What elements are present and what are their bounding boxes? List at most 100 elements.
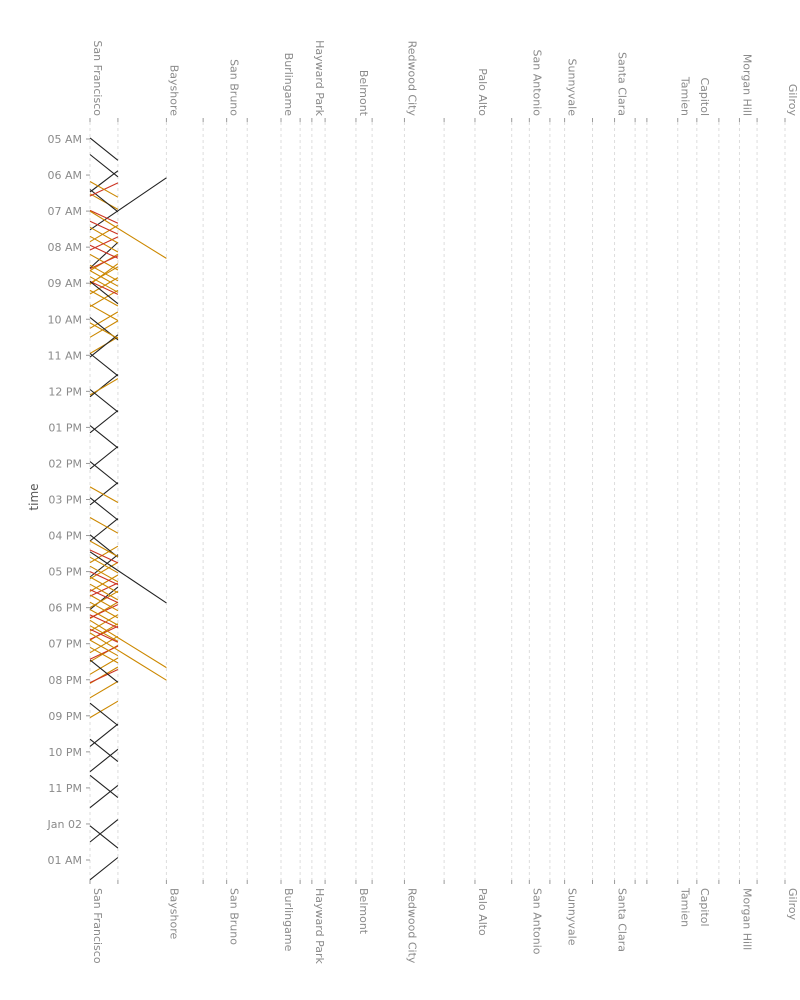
station-label-bottom: Burlingame xyxy=(282,888,295,952)
train-line-limited xyxy=(89,583,119,601)
train-line-bullet xyxy=(89,209,119,224)
train-line-local xyxy=(89,857,119,881)
train-line-limited xyxy=(89,181,119,198)
station-label-bottom: Sunnyvale xyxy=(566,888,579,946)
train-line-local xyxy=(89,137,119,161)
train-line-local xyxy=(89,819,119,843)
train-line-local xyxy=(89,784,119,809)
train-line-limited xyxy=(89,639,119,657)
train-line-bullet xyxy=(89,645,119,660)
train-line-local xyxy=(89,748,119,773)
train-line-bullet xyxy=(89,582,119,597)
station-label-top: Gilroy xyxy=(786,84,799,117)
train-line-local xyxy=(89,461,119,485)
train-line-bullet xyxy=(89,628,119,643)
train-line-bullet xyxy=(89,280,119,295)
train-line-limited xyxy=(89,270,119,287)
train-line-local xyxy=(89,425,119,449)
train-line-limited xyxy=(89,574,119,592)
time-tick-label: 09 PM xyxy=(48,710,82,723)
train-line-limited xyxy=(89,210,167,259)
train-line-local xyxy=(89,518,119,542)
train-line-bullet xyxy=(89,255,119,270)
train-line-bullet xyxy=(89,220,119,235)
station-label-top: Bayshore xyxy=(167,65,180,117)
train-line-limited xyxy=(89,486,119,503)
station-label-bottom: Tamien xyxy=(679,887,692,927)
train-line-limited xyxy=(89,632,167,681)
time-tick-label: 08 AM xyxy=(47,241,82,254)
station-label-top: Belmont xyxy=(357,70,370,117)
station-label-top: Burlingame xyxy=(282,53,295,117)
train-line-bullet xyxy=(89,604,119,619)
time-tick-label: 10 PM xyxy=(48,746,82,759)
station-label-bottom: Bayshore xyxy=(167,888,180,940)
station-label-bottom: Palo Alto xyxy=(476,888,489,936)
station-label-top: San Bruno xyxy=(228,59,241,116)
train-line-bullet xyxy=(89,589,119,604)
train-line-local xyxy=(89,353,119,377)
station-label-top: Hayward Park xyxy=(313,40,326,116)
train-line-local xyxy=(89,774,119,799)
train-line-limited xyxy=(89,556,119,574)
station-label-bottom: San Bruno xyxy=(228,888,241,945)
station-label-bottom: San Antonio xyxy=(530,888,543,955)
station-label-bottom: Capitol xyxy=(698,888,711,927)
station-label-bottom: Santa Clara xyxy=(616,888,629,952)
train-line-local xyxy=(89,825,119,849)
station-label-bottom: Redwood City xyxy=(405,888,418,964)
time-tick-label: 05 AM xyxy=(47,133,82,146)
station-label-bottom: San Francisco xyxy=(91,888,104,964)
train-line-local xyxy=(89,170,119,193)
train-line-bullet xyxy=(89,549,119,564)
train-line-local xyxy=(89,241,119,269)
train-line-limited xyxy=(89,700,119,719)
train-line-local xyxy=(89,497,119,521)
train-line-local xyxy=(89,551,167,604)
station-label-bottom: Hayward Park xyxy=(313,888,326,964)
station-label-top: Morgan Hill xyxy=(740,54,753,116)
time-tick-label: 07 AM xyxy=(47,205,82,218)
train-line-limited xyxy=(89,289,119,307)
train-line-local xyxy=(89,189,119,213)
train-line-limited xyxy=(89,322,119,339)
train-line-limited xyxy=(89,235,119,253)
train-line-limited xyxy=(89,540,119,558)
train-line-bullet xyxy=(89,625,119,640)
station-label-top: Capitol xyxy=(698,77,711,116)
station-label-top: San Francisco xyxy=(91,40,104,116)
train-line-limited xyxy=(89,277,119,295)
time-tick-label: 02 PM xyxy=(48,457,82,470)
train-line-limited xyxy=(89,619,167,669)
time-tick-label: 09 AM xyxy=(47,277,82,290)
time-tick-label: 07 PM xyxy=(48,638,82,651)
train-line-limited xyxy=(89,266,119,284)
train-line-limited xyxy=(89,561,119,580)
train-line-limited xyxy=(89,594,119,612)
station-label-top: Palo Alto xyxy=(476,68,489,116)
train-lines xyxy=(89,137,167,881)
train-line-local xyxy=(89,659,119,683)
train-line-local xyxy=(89,280,119,305)
train-line-local xyxy=(89,702,119,726)
train-line-limited xyxy=(89,680,119,699)
axis-layer: San Francisco San Francisco Bayshore Baysho… xyxy=(47,40,799,964)
time-tick-label: 01 AM xyxy=(47,854,82,867)
station-label-bottom: Belmont xyxy=(357,888,370,935)
train-line-local xyxy=(89,389,119,413)
station-label-top: Tamien xyxy=(679,76,692,116)
train-line-local xyxy=(89,586,119,610)
train-line-bullet xyxy=(89,614,119,629)
time-tick-label: 10 AM xyxy=(47,313,82,326)
train-line-local xyxy=(89,177,167,231)
train-line-limited xyxy=(89,378,119,396)
train-line-limited xyxy=(89,576,119,594)
time-tick-label: 06 AM xyxy=(47,169,82,182)
train-line-limited xyxy=(89,226,119,244)
time-tick-label: 04 PM xyxy=(48,530,82,543)
train-line-bullet xyxy=(89,669,119,684)
time-tick-label: 01 PM xyxy=(48,421,82,434)
station-label-top: Sunnyvale xyxy=(566,59,579,117)
train-line-bullet xyxy=(89,244,119,259)
